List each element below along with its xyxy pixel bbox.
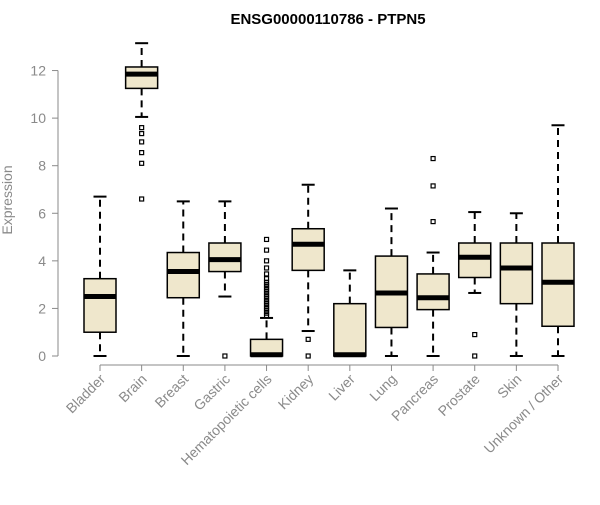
x-tick-label: Breast [151, 371, 191, 411]
y-axis: 0 2 4 6 8 10 12 [30, 63, 59, 364]
x-tick-label: Lung [366, 371, 399, 404]
boxes-group [83, 42, 575, 359]
outlier-point [263, 258, 270, 264]
y-tick-label: 12 [30, 63, 46, 79]
box-iqr [166, 251, 201, 299]
box-group [208, 200, 242, 359]
outlier-point [139, 139, 145, 145]
box-group [83, 195, 117, 357]
y-tick-label: 8 [38, 158, 46, 174]
outlier-point [263, 247, 270, 253]
box-group [166, 200, 201, 357]
outlier-point [139, 196, 145, 202]
x-tick-label: Bladder [63, 371, 109, 417]
outlier-point [430, 218, 436, 225]
box-group [541, 124, 575, 357]
x-tick-label: Liver [325, 371, 358, 404]
box-group [333, 269, 367, 358]
outlier-point [139, 160, 145, 166]
box-iqr [457, 242, 492, 279]
x-tick-label: Kidney [275, 371, 317, 413]
box-group [457, 211, 492, 359]
y-tick-label: 4 [38, 253, 46, 269]
box-iqr [291, 227, 325, 272]
box-group [499, 212, 534, 357]
box-iqr [83, 277, 117, 333]
y-tick-label: 10 [30, 110, 46, 126]
y-axis-label: Expression [0, 165, 15, 234]
outlier-point [263, 236, 270, 243]
y-tick-label: 6 [38, 205, 46, 221]
outlier-point [139, 125, 145, 131]
box-iqr [416, 273, 450, 311]
box-group [291, 183, 325, 359]
outlier-point [430, 183, 436, 189]
x-tick-label: Prostate [435, 371, 483, 419]
y-tick-label: 0 [38, 348, 46, 364]
outlier-point [472, 331, 478, 338]
outlier-point [430, 155, 436, 162]
box-group [249, 236, 284, 358]
box-group [124, 42, 159, 202]
outlier-point [305, 336, 311, 342]
outlier-point [263, 271, 270, 277]
outlier-point [263, 265, 270, 271]
box-group [416, 155, 450, 357]
box-iqr [499, 242, 534, 305]
outlier-point [139, 130, 145, 137]
outlier-point [305, 353, 311, 359]
box-group [374, 207, 409, 357]
x-tick-label: Unknown / Other [481, 371, 567, 457]
outlier-point [139, 150, 145, 156]
box-iqr [333, 302, 367, 357]
outlier-point [472, 353, 478, 359]
x-tick-label: Skin [494, 371, 525, 402]
box-iqr [124, 66, 159, 90]
x-tick-label: Brain [115, 371, 149, 405]
outlier-point [263, 276, 270, 282]
outlier-point [222, 353, 228, 359]
y-tick-label: 2 [38, 300, 46, 316]
chart-title: ENSG00000110786 - PTPN5 [230, 11, 425, 28]
